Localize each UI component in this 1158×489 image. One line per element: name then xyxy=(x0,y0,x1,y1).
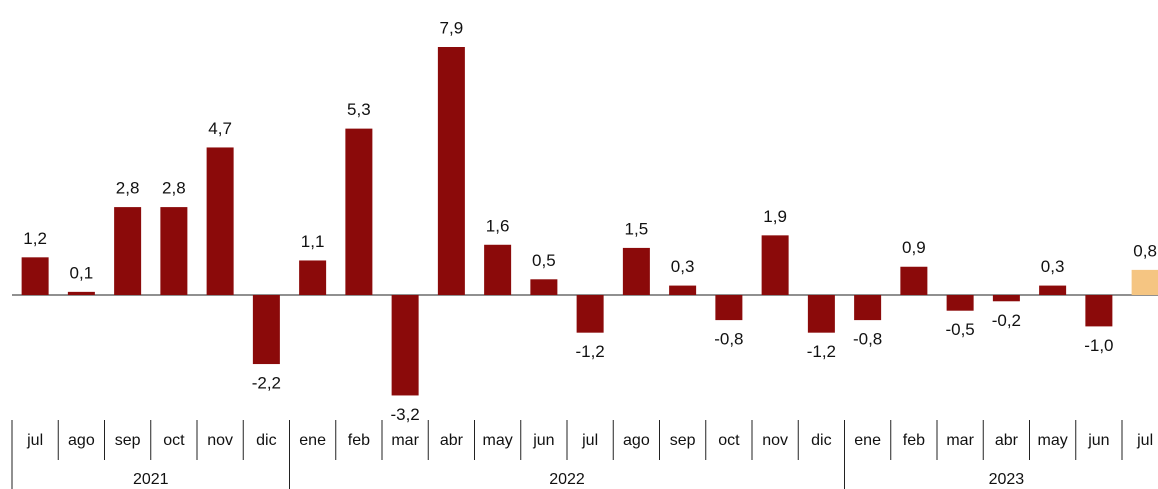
value-label: 0,1 xyxy=(70,263,94,282)
value-label: 0,9 xyxy=(902,238,926,257)
x-tick-label: ago xyxy=(68,432,95,449)
bar xyxy=(252,295,280,365)
year-label: 2021 xyxy=(133,471,169,488)
value-label: -2,2 xyxy=(252,374,281,393)
x-tick-label: sep xyxy=(115,432,141,449)
value-label: -0,8 xyxy=(714,330,743,349)
x-tick-label: abr xyxy=(995,432,1019,449)
value-label: 1,9 xyxy=(763,207,787,226)
x-tick-label: ago xyxy=(623,432,650,449)
value-label: 1,2 xyxy=(23,229,47,248)
x-tick-label: feb xyxy=(348,432,370,449)
x-tick-label: nov xyxy=(762,432,788,449)
value-label: 2,8 xyxy=(116,179,140,198)
value-label: 1,6 xyxy=(486,216,510,235)
bar xyxy=(576,295,604,333)
x-tick-label: jul xyxy=(1136,432,1153,449)
bar xyxy=(21,257,49,295)
value-label: -0,5 xyxy=(945,320,974,339)
x-tick-label: may xyxy=(1038,432,1068,449)
value-label: -0,2 xyxy=(992,311,1021,330)
bar xyxy=(67,291,95,295)
value-label: 0,8 xyxy=(1133,241,1157,260)
x-tick-label: may xyxy=(483,432,513,449)
value-label: 1,1 xyxy=(301,232,325,251)
value-label: 5,3 xyxy=(347,100,371,119)
x-tick-label: abr xyxy=(440,432,464,449)
x-tick-label: dic xyxy=(256,432,276,449)
bar xyxy=(807,295,835,333)
x-tick-label: jul xyxy=(581,432,598,449)
x-tick-label: feb xyxy=(903,432,925,449)
value-label: -1,2 xyxy=(575,342,604,361)
bar xyxy=(946,295,974,311)
bar xyxy=(992,295,1020,302)
bar xyxy=(437,47,465,295)
value-label: -1,2 xyxy=(807,342,836,361)
bar xyxy=(1085,295,1113,327)
x-tick-label: mar xyxy=(946,432,974,449)
bar xyxy=(715,295,743,321)
x-tick-label: oct xyxy=(163,432,185,449)
bar xyxy=(1039,285,1067,295)
x-tick-label: oct xyxy=(718,432,740,449)
value-label: -0,8 xyxy=(853,330,882,349)
bar xyxy=(622,247,650,295)
bar xyxy=(114,207,142,295)
bar xyxy=(299,260,327,295)
x-tick-label: nov xyxy=(207,432,233,449)
value-label: 0,3 xyxy=(671,257,695,276)
bar xyxy=(391,295,419,396)
bar xyxy=(900,266,928,295)
bar xyxy=(761,235,789,295)
value-label: -1,0 xyxy=(1084,336,1113,355)
bar xyxy=(345,128,373,295)
value-label: 7,9 xyxy=(440,18,464,37)
bar xyxy=(206,147,234,295)
bar xyxy=(530,279,558,295)
bar xyxy=(484,244,512,295)
x-tick-label: sep xyxy=(670,432,696,449)
bar xyxy=(854,295,882,321)
value-label: 0,3 xyxy=(1041,257,1065,276)
bar xyxy=(1131,269,1158,295)
value-label: 2,8 xyxy=(162,179,186,198)
x-tick-label: ene xyxy=(299,432,326,449)
x-tick-label: jul xyxy=(26,432,43,449)
x-tick-label: jun xyxy=(1087,432,1109,449)
year-label: 2022 xyxy=(549,471,585,488)
value-label: 1,5 xyxy=(625,219,649,238)
year-label: 2023 xyxy=(989,471,1025,488)
value-label: -3,2 xyxy=(390,405,419,424)
x-tick-label: mar xyxy=(391,432,419,449)
x-tick-label: ene xyxy=(854,432,881,449)
value-label: 0,5 xyxy=(532,251,556,270)
bar xyxy=(669,285,697,295)
x-tick-label: dic xyxy=(811,432,831,449)
bar xyxy=(160,207,188,295)
value-label: 4,7 xyxy=(208,119,232,138)
x-tick-label: jun xyxy=(532,432,554,449)
